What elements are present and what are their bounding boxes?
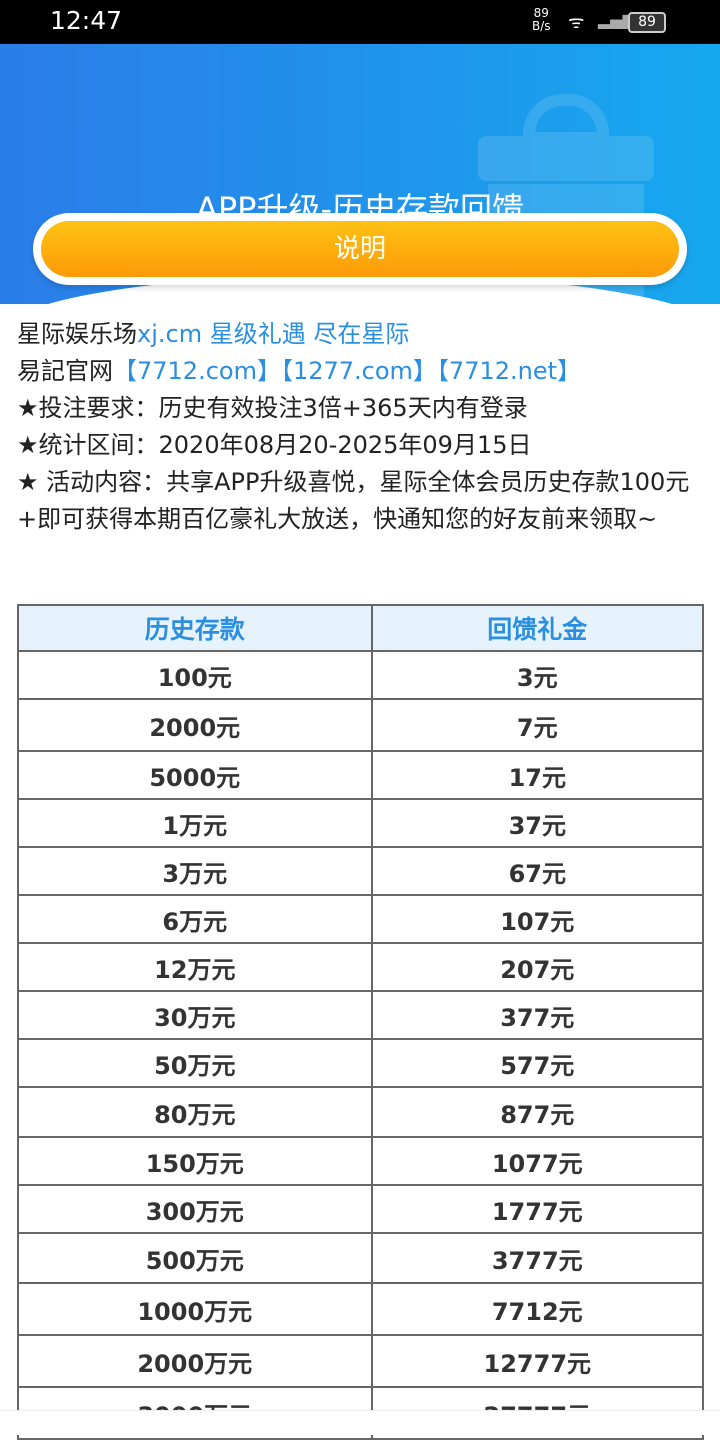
table-row: 3万元 67元: [17, 846, 705, 896]
clock: 12:47: [50, 6, 123, 35]
col-header-reward: 回馈礼金: [370, 604, 705, 652]
signal-icon: ▂▄▆: [598, 10, 635, 29]
table-row: 30万元 377元: [17, 990, 705, 1040]
activity-content: ★ 活动内容：共享APP升级喜悦，星际全体会员历史存款100元+即可获得本期百亿…: [17, 468, 690, 533]
reward-cell: 67元: [370, 846, 705, 896]
reward-cell: 107元: [370, 894, 705, 944]
deposit-cell: 30万元: [17, 990, 373, 1040]
explain-button[interactable]: 说明: [41, 221, 679, 277]
info-text: 星际娱乐场xj.cm 星级礼遇 尽在星际 易記官网【7712.com】【1277…: [17, 316, 707, 538]
deposit-cell: 50万元: [17, 1038, 373, 1088]
reward-cell: 1077元: [370, 1136, 705, 1186]
deposit-cell: 5000元: [17, 750, 373, 800]
deposit-cell: 2000万元: [17, 1334, 373, 1388]
bottom-bar: [0, 1410, 720, 1435]
table-row: 150万元 1077元: [17, 1136, 705, 1186]
table-row: 300万元 1777元: [17, 1184, 705, 1234]
stat-period: ★统计区间：2020年08月20-2025年09月15日: [17, 431, 532, 459]
reward-cell: 7元: [370, 698, 705, 752]
reward-cell: 12777元: [370, 1334, 705, 1388]
status-bar: 12:47 89 B/s ᯤ ▂▄▆ 89: [0, 0, 720, 44]
col-header-deposit: 历史存款: [17, 604, 373, 652]
reward-cell: 877元: [370, 1086, 705, 1138]
reward-cell: 7712元: [370, 1282, 705, 1336]
site-link-3[interactable]: 【7712.net】: [436, 357, 582, 385]
wifi-icon: ᯤ: [568, 12, 585, 33]
table-row: 1000万元 7712元: [17, 1282, 705, 1336]
reward-cell: 207元: [370, 942, 705, 992]
deposit-cell: 6万元: [17, 894, 373, 944]
site-link-1[interactable]: 【7712.com】: [113, 357, 281, 385]
table-row: 12万元 207元: [17, 942, 705, 992]
net-speed-value: 89: [533, 6, 549, 20]
reward-cell: 3元: [370, 650, 705, 700]
reward-cell: 1777元: [370, 1184, 705, 1234]
battery-icon: 89: [628, 12, 666, 33]
net-speed: 89 B/s: [532, 7, 551, 33]
deposit-cell: 80万元: [17, 1086, 373, 1138]
deposit-cell: 150万元: [17, 1136, 373, 1186]
deposit-cell: 2000元: [17, 698, 373, 752]
table-row: 500万元 3777元: [17, 1232, 705, 1284]
net-speed-unit: B/s: [532, 19, 551, 33]
table-row: 2000万元 12777元: [17, 1334, 705, 1388]
table-row: 100元 3元: [17, 650, 705, 700]
brand-name: 星际娱乐场: [17, 320, 137, 348]
deposit-cell: 100元: [17, 650, 373, 700]
deposit-cell: 300万元: [17, 1184, 373, 1234]
table-row: 6万元 107元: [17, 894, 705, 944]
explain-button-wrap: 说明: [33, 213, 687, 285]
reward-cell: 37元: [370, 798, 705, 848]
reward-table: 历史存款 回馈礼金 100元 3元 2000元 7元 5000元 17元 1万元 37元 3万元…: [17, 604, 705, 1440]
table-row: 2000元 7元: [17, 698, 705, 752]
deposit-cell: 1000万元: [17, 1282, 373, 1336]
deposit-cell: 3万元: [17, 846, 373, 896]
reward-cell: 377元: [370, 990, 705, 1040]
brand-link[interactable]: xj.cm 星级礼遇 尽在星际: [137, 320, 410, 348]
deposit-cell: 1万元: [17, 798, 373, 848]
deposit-cell: 500万元: [17, 1232, 373, 1284]
site-link-2[interactable]: 【1277.com】: [280, 357, 437, 385]
deposit-cell: 12万元: [17, 942, 373, 992]
official-site-label: 易記官网: [17, 357, 113, 385]
table-row: 50万元 577元: [17, 1038, 705, 1088]
reward-cell: 3777元: [370, 1232, 705, 1284]
bet-requirement: ★投注要求：历史有效投注3倍+365天内有登录: [17, 394, 528, 422]
table-row: 80万元 877元: [17, 1086, 705, 1138]
reward-cell: 17元: [370, 750, 705, 800]
table-row: 1万元 37元: [17, 798, 705, 848]
table-row: 5000元 17元: [17, 750, 705, 800]
reward-cell: 577元: [370, 1038, 705, 1088]
